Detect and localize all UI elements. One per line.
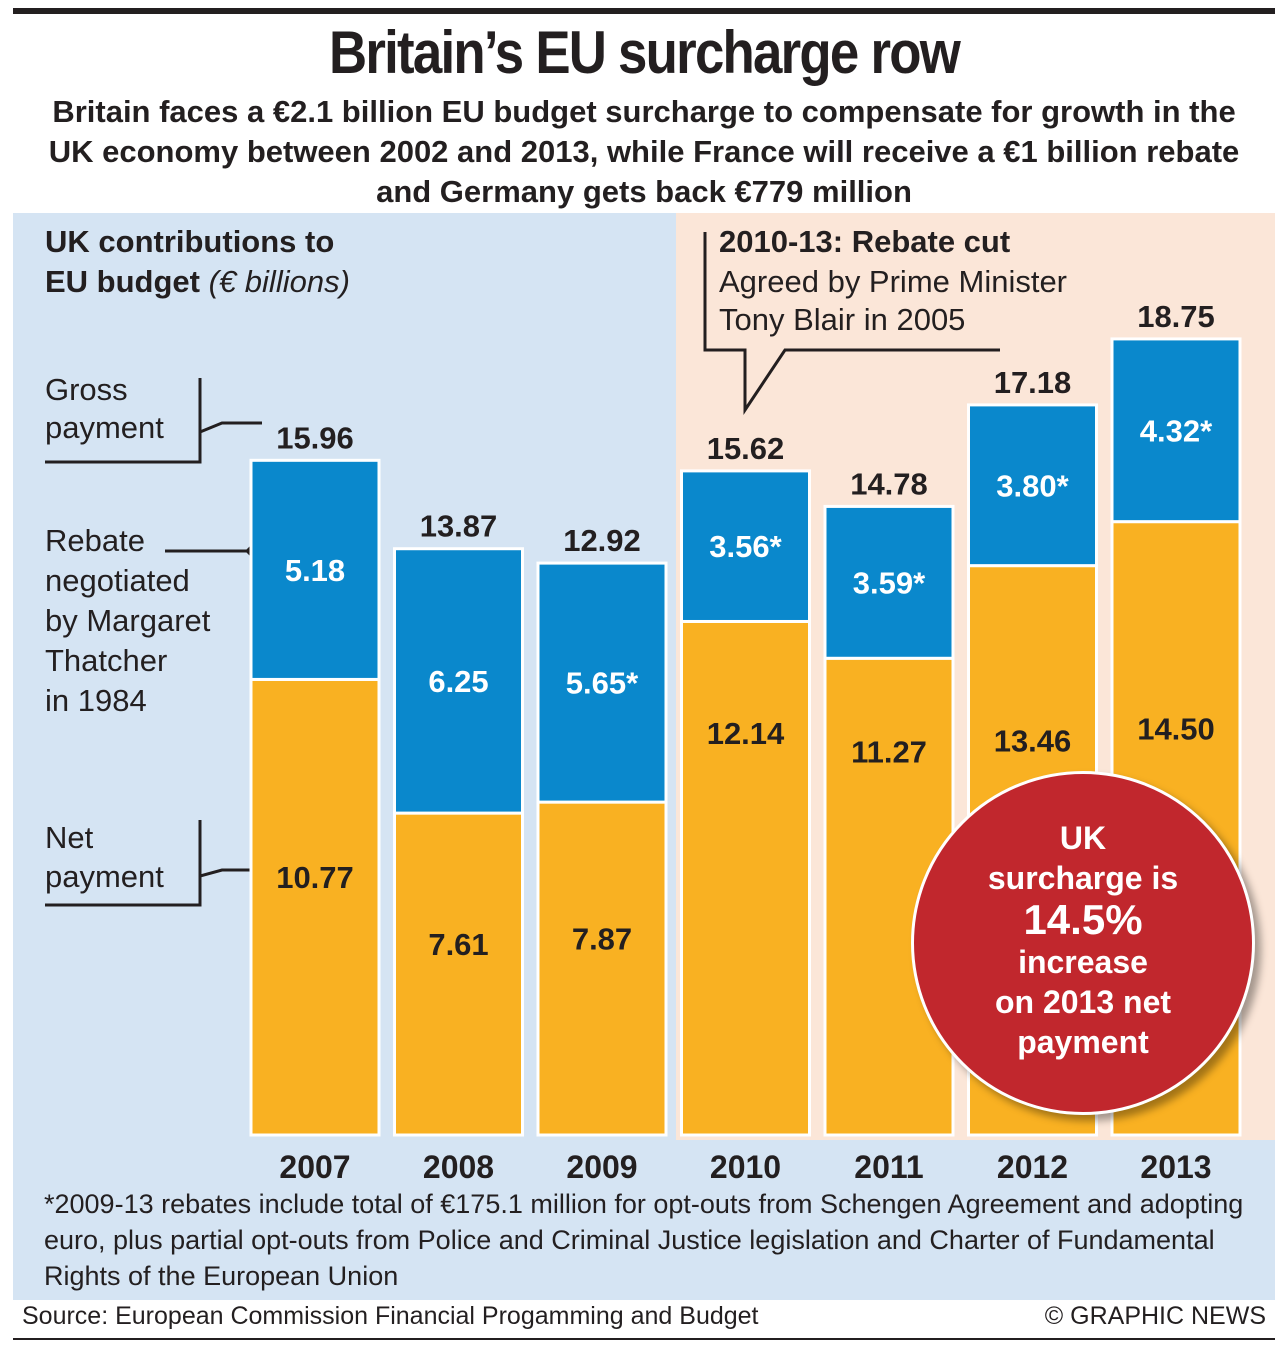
surcharge-badge: UK surcharge is 14.5% increase on 2013 n… xyxy=(911,771,1255,1115)
callout-line2: Tony Blair in 2005 xyxy=(719,302,966,337)
x-tick-2007: 2007 xyxy=(279,1149,350,1185)
badge-line: surcharge is xyxy=(987,860,1179,896)
bottom-rule xyxy=(13,1338,1275,1340)
bar-rebate-2008 xyxy=(393,547,524,815)
bar-rebate-2010 xyxy=(680,469,811,623)
rebate-label-2009: 5.65* xyxy=(566,666,639,701)
x-tick-2010: 2010 xyxy=(710,1149,781,1185)
net-label-2011: 11.27 xyxy=(851,735,927,770)
bar-rebate-2011 xyxy=(823,504,955,660)
total-label-2013: 18.75 xyxy=(1137,299,1215,334)
rebate-label-2011: 3.59* xyxy=(853,565,926,600)
rebate-label-line: Rebate xyxy=(45,523,145,558)
bar-rebate-2007 xyxy=(249,458,381,681)
bar-net-2010 xyxy=(680,619,811,1137)
gross-label-line2: payment xyxy=(45,410,164,445)
badge-percent: 14.5% xyxy=(1023,896,1143,943)
top-rule xyxy=(13,8,1275,14)
bar-rebate-2009 xyxy=(536,561,668,804)
badge-line: UK xyxy=(1059,820,1107,856)
subtitle: Britain faces a €2.1 billion EU budget s… xyxy=(48,94,1240,209)
net-label-line1: Net xyxy=(45,820,94,855)
total-label-2009: 12.92 xyxy=(563,523,641,558)
chart-units: (€ billions) xyxy=(208,264,350,299)
bar-rebate-2012 xyxy=(967,403,1098,568)
leader-lines xyxy=(45,232,1000,907)
rebate-label-line: in 1984 xyxy=(45,683,147,718)
rebate-label-2013: 4.32* xyxy=(1140,413,1213,448)
callout-line1: Agreed by Prime Minister xyxy=(719,264,1068,299)
badge-line: payment xyxy=(1017,1024,1149,1060)
net-label-line2: payment xyxy=(45,859,164,894)
gross-leader-line xyxy=(45,378,262,464)
total-label-2007: 15.96 xyxy=(276,420,354,455)
net-label-2009: 7.87 xyxy=(572,922,632,957)
bar-rebate-2013 xyxy=(1110,337,1242,524)
rebate-label-line: Thatcher xyxy=(45,643,168,678)
badge-line: on 2013 net xyxy=(994,984,1172,1020)
bar-net-2009 xyxy=(536,800,668,1137)
total-label-2012: 17.18 xyxy=(994,365,1072,400)
net-leader-line xyxy=(45,820,262,907)
source: Source: European Commission Financial Pr… xyxy=(22,1302,759,1330)
rebate-label-2007: 5.18 xyxy=(285,553,345,588)
x-tick-2008: 2008 xyxy=(423,1149,494,1185)
rebate-label-2008: 6.25 xyxy=(428,664,488,699)
total-label-2011: 14.78 xyxy=(850,466,928,501)
total-label-2010: 15.62 xyxy=(707,431,785,466)
net-label-2010: 12.14 xyxy=(707,716,785,751)
net-label-2013: 14.50 xyxy=(1137,711,1215,746)
callout-title: 2010-13: Rebate cut xyxy=(719,224,1011,259)
chart-title-line1: UK contributions to xyxy=(45,224,335,259)
credit: © GRAPHIC NEWS xyxy=(1044,1302,1266,1330)
x-tick-2012: 2012 xyxy=(997,1149,1068,1185)
x-tick-2009: 2009 xyxy=(566,1149,637,1185)
bar-net-2008 xyxy=(393,811,524,1137)
total-label-2008: 13.87 xyxy=(420,509,498,544)
x-tick-2013: 2013 xyxy=(1140,1149,1211,1185)
chart-title-bold: EU budget xyxy=(45,264,200,299)
badge-line: increase xyxy=(1018,944,1148,980)
x-tick-2011: 2011 xyxy=(854,1149,923,1185)
footnote: *2009-13 rebates include total of €175.1… xyxy=(44,1189,1244,1291)
rebate-label-line: negotiated xyxy=(45,563,190,598)
net-label-2012: 13.46 xyxy=(994,723,1072,758)
page-title: Britain’s EU surcharge row xyxy=(328,19,961,86)
bar-net-2007 xyxy=(249,677,381,1137)
callout-leader-line xyxy=(703,232,1000,415)
rebate-label-line: by Margaret xyxy=(45,603,211,638)
net-label-2007: 10.77 xyxy=(276,860,354,895)
rebate-label-2010: 3.56* xyxy=(709,529,782,564)
rebate-label-2012: 3.80* xyxy=(996,468,1069,503)
net-label-2008: 7.61 xyxy=(428,927,488,962)
chart-title-line2: EU budget (€ billions) xyxy=(45,262,350,302)
gross-label-line1: Gross xyxy=(45,372,128,407)
rebate-label: Rebate negotiated by Margaret Thatcher i… xyxy=(45,521,210,721)
